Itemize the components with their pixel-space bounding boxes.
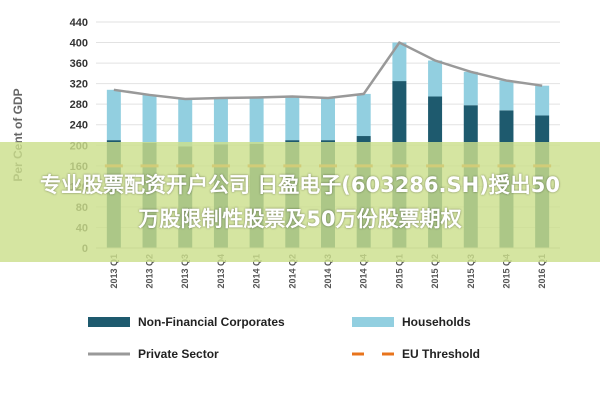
x-tick-label: 2016 Q1 — [537, 254, 547, 289]
y-tick-label: 280 — [70, 99, 88, 111]
bar-households — [106, 89, 121, 141]
bar-households — [321, 98, 335, 141]
bar-households — [249, 97, 264, 144]
x-tick-label: 2013 Q4 — [216, 254, 226, 289]
legend-swatch — [352, 317, 394, 327]
bar-households — [428, 60, 443, 97]
bar-households — [213, 98, 228, 145]
promo-banner: 专业股票配资开户公司 日盈电子(603286.SH)授出50万股限制性股票及50… — [0, 142, 600, 262]
x-tick-label: 2013 Q3 — [180, 254, 190, 289]
x-tick-label: 2015 Q4 — [501, 254, 511, 289]
bar-households — [142, 94, 157, 143]
y-tick-label: 320 — [70, 79, 88, 91]
x-tick-label: 2014 Q4 — [359, 254, 369, 289]
x-tick-label: 2013 Q1 — [109, 254, 119, 289]
x-tick-label: 2015 Q2 — [430, 254, 440, 289]
private-sector-line — [113, 40, 543, 101]
y-tick-label: 360 — [70, 58, 88, 70]
legend-label: Households — [402, 315, 471, 329]
bar-households — [356, 93, 371, 137]
banner-text: 专业股票配资开户公司 日盈电子(603286.SH)授出50万股限制性股票及50… — [39, 173, 561, 231]
x-tick-label: 2015 Q1 — [394, 254, 404, 289]
bar-households — [285, 96, 300, 141]
y-tick-label: 400 — [70, 38, 88, 50]
legend-label: EU Threshold — [402, 347, 480, 361]
x-tick-label: 2014 Q3 — [323, 254, 333, 289]
y-tick-label: 440 — [70, 17, 88, 29]
x-tick-label: 2013 Q2 — [145, 254, 155, 289]
legend-label: Private Sector — [138, 347, 219, 361]
bar-households — [392, 42, 407, 82]
legend-label: Non-Financial Corporates — [138, 315, 285, 329]
y-tick-label: 240 — [70, 120, 88, 132]
legend-swatch — [88, 317, 130, 327]
x-tick-label: 2015 Q3 — [466, 254, 476, 289]
bar-households — [178, 99, 193, 147]
bar-households — [499, 80, 514, 111]
bar-households — [535, 85, 550, 116]
x-tick-label: 2014 Q2 — [287, 254, 297, 289]
bar-households — [463, 71, 478, 106]
legend: Non-Financial Corporates Households Privat… — [88, 315, 480, 361]
x-tick-label: 2014 Q1 — [252, 254, 262, 289]
